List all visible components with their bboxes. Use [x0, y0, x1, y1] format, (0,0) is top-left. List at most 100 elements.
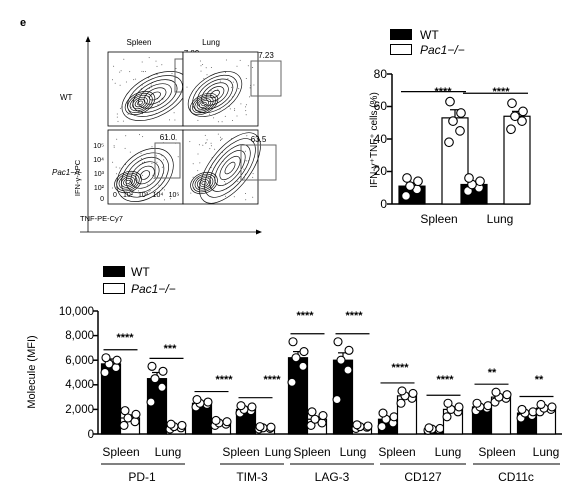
chart-molecule-mfi: WT Pac1−/− Molecule (MFI) 10,000 8,000 6… — [26, 265, 562, 484]
flow-event-dot — [127, 113, 129, 115]
flow-contour — [192, 94, 216, 114]
flow-row-label: WT — [60, 93, 73, 102]
flow-plot-frame — [107, 51, 184, 127]
legend-swatch-ko — [390, 44, 412, 55]
data-point — [475, 176, 485, 187]
significance-label: **** — [436, 374, 454, 386]
flow-event-dot — [203, 78, 205, 80]
flow-event-dot — [169, 198, 171, 200]
flow-row-label: Pac1−/− — [52, 168, 82, 177]
flow-gate — [154, 142, 181, 179]
data-point — [100, 367, 110, 378]
significance-label: ** — [535, 374, 544, 386]
flow-event-dot — [245, 106, 246, 108]
data-point — [203, 397, 213, 407]
category-label: Spleen — [478, 445, 515, 459]
y-tick-label: 0 — [88, 429, 94, 441]
category-label: Spleen — [378, 445, 415, 459]
flow-event-dot — [142, 113, 144, 115]
flow-event-dot — [210, 142, 212, 144]
y-tick-label: 80 — [374, 67, 388, 81]
data-point — [456, 108, 466, 118]
flow-contour — [120, 176, 136, 188]
data-point — [101, 353, 111, 363]
x-tick-label: 0 — [113, 192, 117, 199]
data-point — [445, 96, 455, 107]
flow-event-dot — [233, 196, 235, 198]
flow-event-dot — [156, 74, 158, 75]
flow-event-dot — [205, 142, 207, 144]
flow-event-dot — [164, 199, 165, 201]
flow-event-dot — [155, 155, 157, 157]
data-point — [491, 387, 501, 397]
y-tick-label: 10² — [94, 185, 105, 192]
data-point — [517, 404, 527, 414]
flow-event-dot — [243, 168, 245, 170]
data-point — [147, 361, 157, 371]
flow-contour — [192, 173, 216, 193]
flow-gate — [240, 144, 277, 181]
flow-event-dot — [148, 57, 150, 59]
flow-contour — [116, 172, 140, 192]
flow-event-dot — [210, 145, 212, 147]
data-point — [397, 386, 407, 396]
y-tick-label: 20 — [374, 164, 388, 178]
flow-gate-value: 63.5 — [251, 135, 267, 144]
flow-event-dot — [217, 133, 219, 135]
significance-label: **** — [215, 374, 233, 386]
data-point — [120, 406, 130, 416]
flow-contour — [196, 177, 212, 189]
flow-event-dot — [122, 120, 124, 122]
flow-contour — [125, 179, 131, 185]
legend-swatch-ko — [103, 283, 125, 294]
flow-event-dot — [111, 187, 113, 189]
data-point — [442, 412, 452, 422]
flow-event-dot — [135, 78, 137, 80]
flow-event-dot — [214, 148, 216, 150]
category-label: Lung — [155, 445, 182, 459]
data-point — [222, 417, 232, 427]
data-point — [112, 355, 122, 365]
flow-event-dot — [113, 145, 115, 147]
data-point — [464, 173, 474, 183]
flow-event-dot — [177, 194, 179, 196]
flow-event-dot — [158, 184, 160, 186]
flow-event-dot — [216, 100, 218, 102]
flow-event-dot — [245, 104, 247, 106]
flow-event-dot — [175, 139, 177, 141]
flow-contour — [204, 138, 256, 198]
legend-label: WT — [131, 265, 150, 279]
flow-event-dot — [140, 158, 142, 159]
flow-contour — [130, 161, 160, 189]
flow-event-dot — [210, 167, 212, 169]
data-point — [119, 420, 129, 430]
data-point — [146, 397, 156, 407]
flow-event-dot — [252, 176, 254, 178]
flow-event-dot — [221, 138, 223, 140]
flow-contour — [116, 148, 174, 202]
flow-contour — [123, 178, 133, 186]
flow-event-dot — [116, 113, 118, 115]
flow-event-dot — [238, 88, 240, 90]
data-point — [405, 181, 415, 191]
data-point — [150, 374, 160, 384]
category-label: Spleen — [222, 445, 259, 459]
flow-event-dot — [210, 90, 212, 92]
data-point — [236, 401, 246, 411]
flow-event-dot — [245, 78, 247, 79]
flow-event-dot — [199, 60, 201, 62]
category-label: Spleen — [293, 445, 330, 459]
flow-event-dot — [225, 195, 226, 197]
flow-event-dot — [115, 166, 117, 168]
data-point — [377, 422, 387, 432]
data-point — [547, 402, 557, 412]
flow-event-dot — [151, 162, 153, 164]
data-point — [507, 98, 517, 109]
flow-event-dot — [166, 136, 168, 138]
flow-event-dot — [206, 139, 208, 141]
flow-plot-frame — [182, 51, 259, 127]
flow-event-dot — [163, 159, 165, 161]
flow-event-dot — [252, 67, 254, 68]
data-point — [255, 422, 265, 432]
